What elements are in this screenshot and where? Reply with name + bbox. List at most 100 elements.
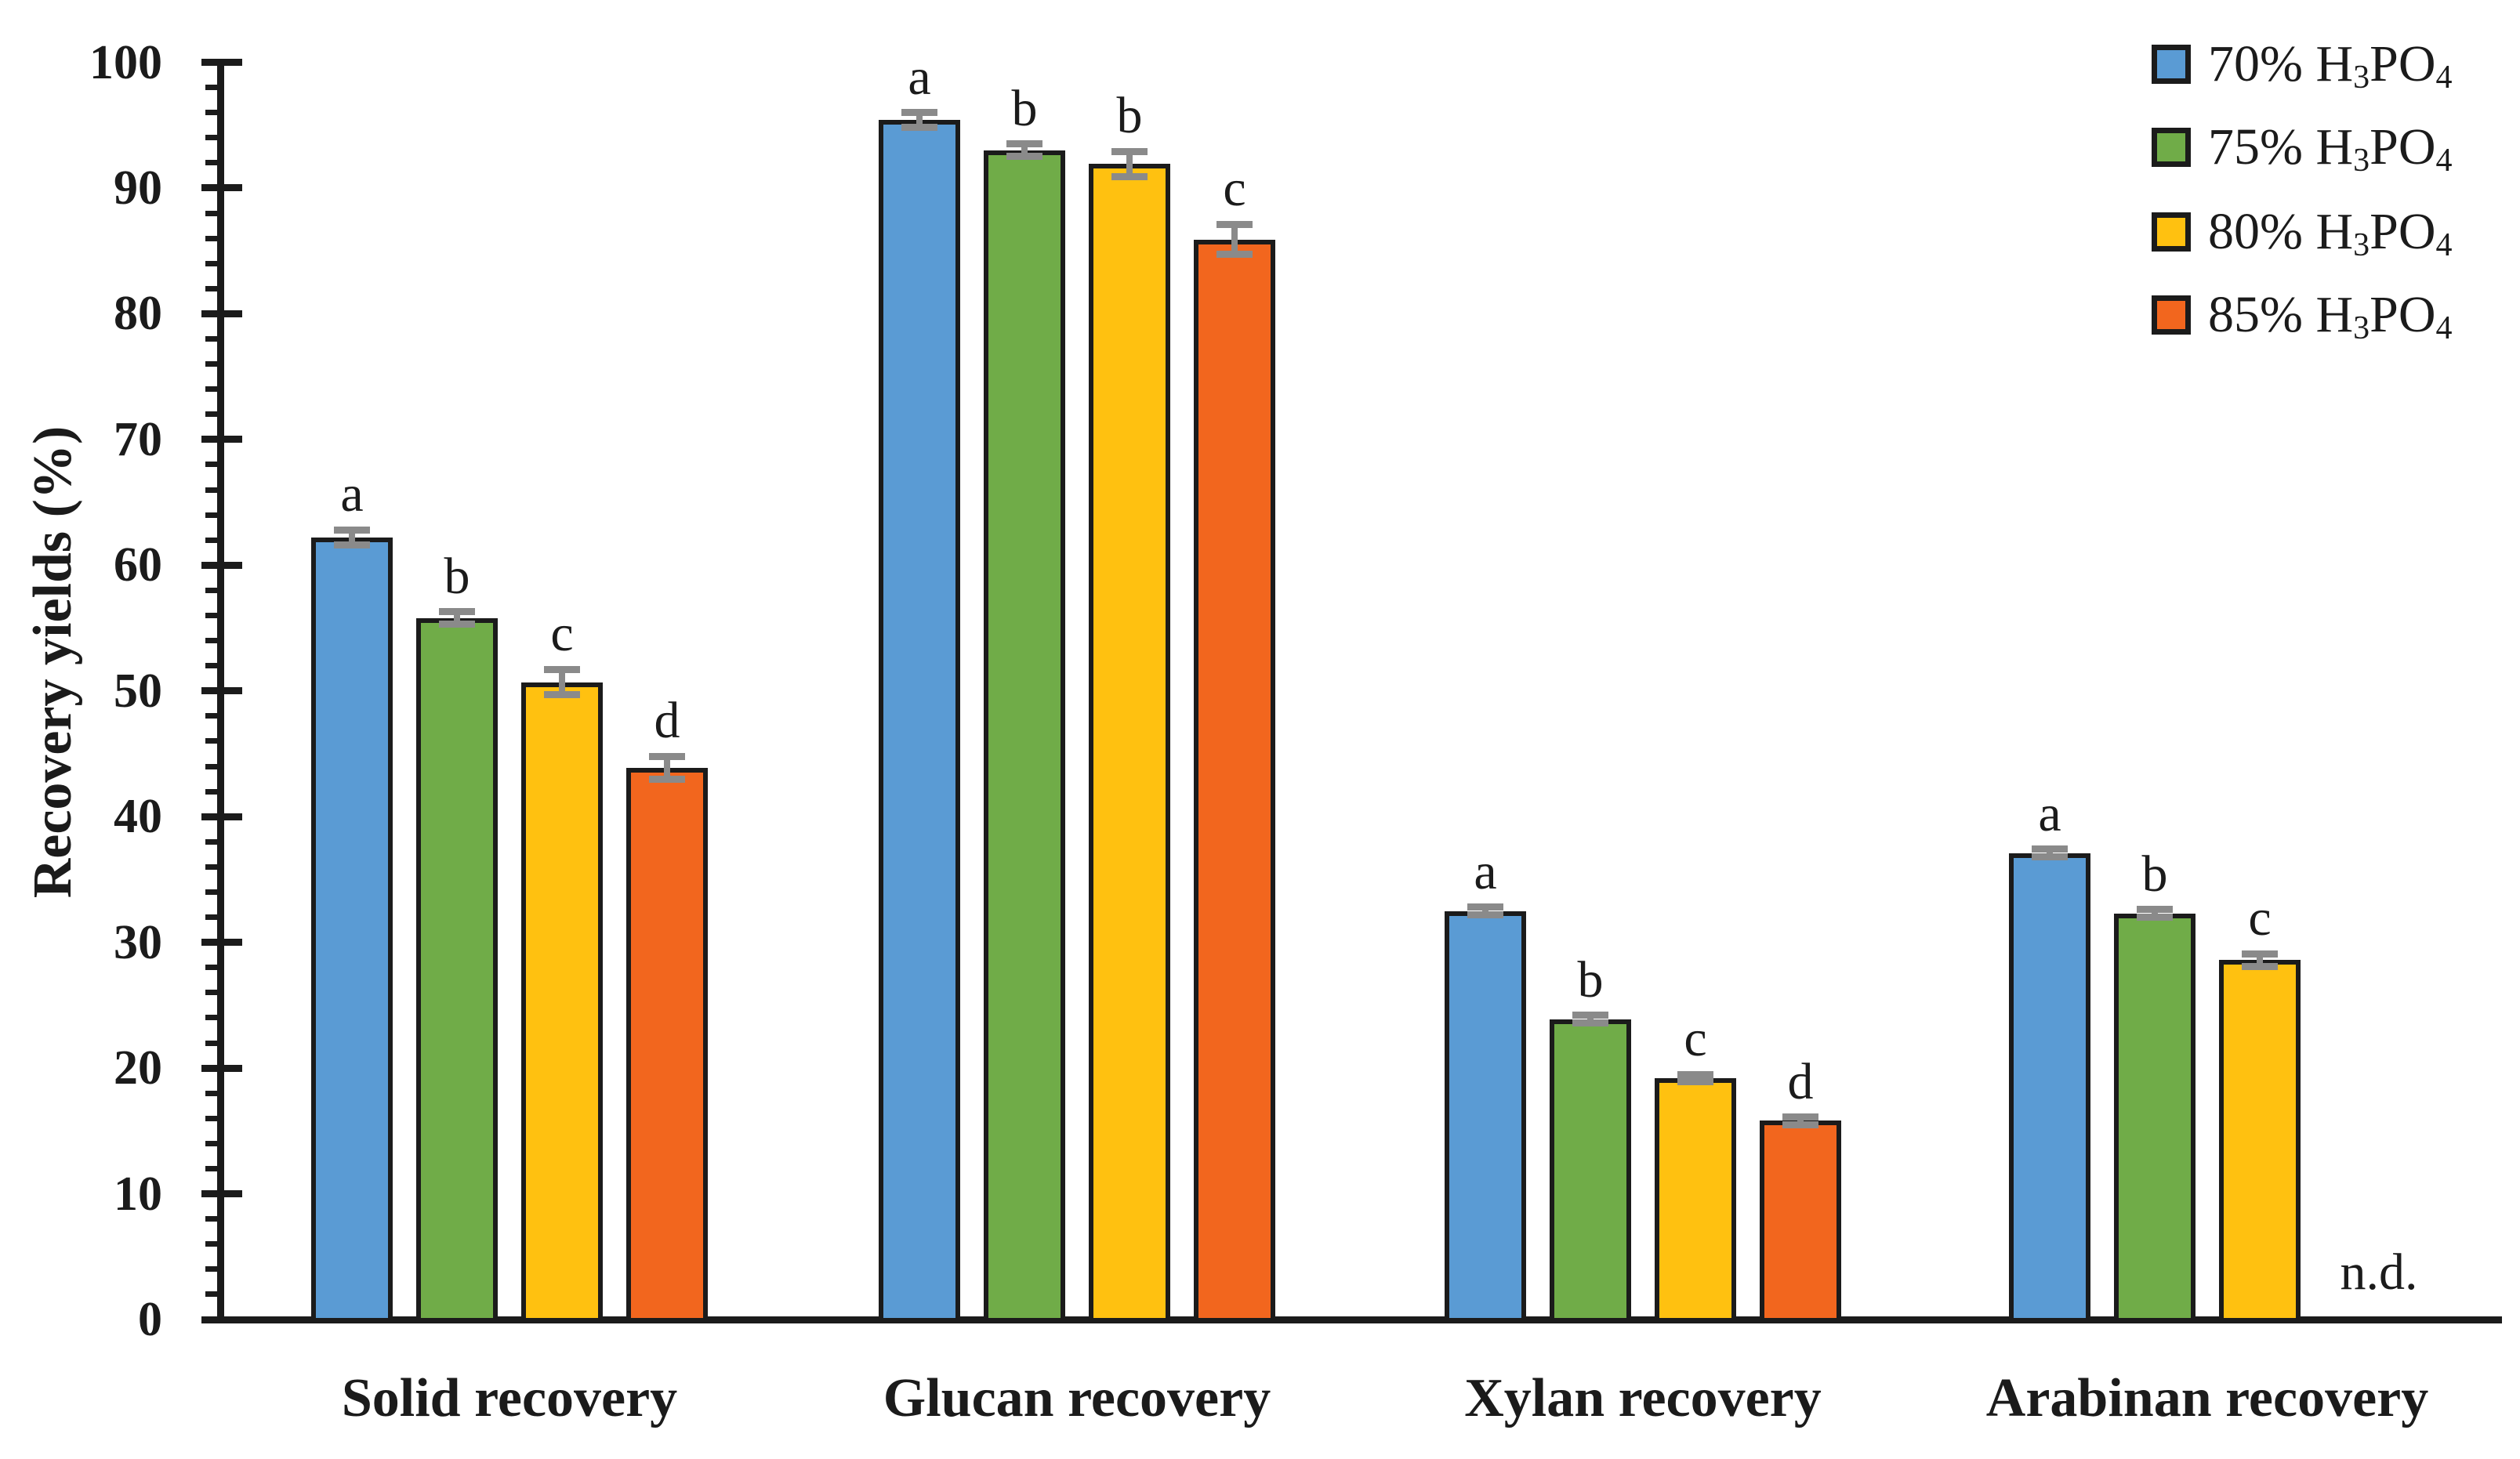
error-bar-cap-top xyxy=(649,752,685,760)
error-bar-cap-bottom xyxy=(1216,251,1253,259)
error-bar-cap-bottom xyxy=(1572,1019,1608,1026)
bar-7034-glucan xyxy=(879,120,960,1323)
error-bar-line xyxy=(1126,151,1133,177)
error-bar-cap-bottom xyxy=(544,691,580,699)
y-major-tick xyxy=(201,939,242,947)
error-bar-cap-top xyxy=(2137,906,2173,914)
significance-letter: c xyxy=(1223,160,1246,218)
y-major-tick xyxy=(201,1064,242,1072)
legend-swatch-icon xyxy=(2152,45,2191,84)
not-detected-label: n.d. xyxy=(2340,1244,2418,1301)
significance-letter: b xyxy=(1011,79,1038,137)
y-minor-tick xyxy=(205,965,220,971)
bar-8034-solid xyxy=(521,682,603,1323)
y-minor-tick xyxy=(205,411,220,418)
error-bar-cap-bottom xyxy=(2137,914,2173,921)
error-bar-cap-top xyxy=(544,665,580,673)
y-minor-tick xyxy=(205,1266,220,1273)
legend-item-75: 75% H3PO4 xyxy=(2152,118,2453,179)
error-bar-cap-bottom xyxy=(901,124,937,132)
y-tick-label: 70 xyxy=(114,412,162,466)
y-minor-tick xyxy=(205,462,220,468)
y-major-tick xyxy=(201,310,242,317)
significance-letter: b xyxy=(1116,87,1143,145)
significance-letter: b xyxy=(444,547,470,605)
y-minor-tick xyxy=(205,1115,220,1121)
y-minor-tick xyxy=(205,160,220,166)
error-bar-line xyxy=(349,530,355,545)
y-minor-tick xyxy=(205,537,220,543)
legend-item-70: 70% H3PO4 xyxy=(2152,35,2453,96)
y-major-tick xyxy=(201,687,242,695)
error-bar-line xyxy=(664,756,670,780)
y-tick-label: 0 xyxy=(138,1293,162,1346)
y-tick-label: 10 xyxy=(114,1167,162,1221)
error-bar-cap-bottom xyxy=(1677,1078,1713,1086)
error-bar-line xyxy=(1692,1074,1699,1082)
y-major-tick xyxy=(201,184,242,192)
y-major-tick xyxy=(201,1190,242,1198)
y-minor-tick xyxy=(205,638,220,644)
y-minor-tick xyxy=(205,838,220,845)
y-minor-tick xyxy=(205,512,220,518)
significance-letter: a xyxy=(1474,842,1497,900)
bar-8534-solid xyxy=(626,767,708,1323)
y-tick-label: 40 xyxy=(114,790,162,844)
error-bar-cap-top xyxy=(1111,147,1148,155)
error-bar-cap-top xyxy=(2032,845,2068,853)
error-bar-cap-bottom xyxy=(1467,911,1503,918)
y-major-tick xyxy=(201,59,242,66)
significance-letter: d xyxy=(654,692,680,750)
error-bar-cap-top xyxy=(1572,1012,1608,1019)
error-bar-cap-bottom xyxy=(439,621,475,628)
bar-8534-xylan xyxy=(1760,1120,1841,1323)
error-bar-cap-top xyxy=(901,109,937,117)
significance-letter: c xyxy=(550,605,574,663)
y-minor-tick xyxy=(205,763,220,769)
error-bar-line xyxy=(2047,849,2053,857)
category-label: Glucan recovery xyxy=(883,1368,1271,1428)
y-tick-label: 90 xyxy=(114,161,162,215)
significance-letter: d xyxy=(1787,1052,1814,1110)
y-minor-tick xyxy=(205,990,220,996)
error-bar-line xyxy=(1231,224,1238,255)
error-bar-line xyxy=(2152,909,2158,918)
bar-7034-arabinan xyxy=(2009,853,2090,1323)
y-minor-tick xyxy=(205,285,220,291)
legend-item-80: 80% H3PO4 xyxy=(2152,203,2453,264)
bar-7534-glucan xyxy=(984,150,1065,1323)
y-minor-tick xyxy=(205,335,220,342)
significance-letter: c xyxy=(2248,889,2272,947)
bar-7534-solid xyxy=(416,617,498,1323)
error-bar-line xyxy=(1021,143,1028,157)
error-bar-line xyxy=(916,112,923,128)
y-minor-tick xyxy=(205,1040,220,1046)
error-bar-cap-bottom xyxy=(1782,1120,1818,1128)
error-bar-cap-top xyxy=(1782,1113,1818,1121)
y-minor-tick xyxy=(205,738,220,744)
y-minor-tick xyxy=(205,663,220,669)
legend-label: 70% H3PO4 xyxy=(2208,35,2453,96)
legend-item-85: 85% H3PO4 xyxy=(2152,289,2453,345)
legend-swatch-icon xyxy=(2152,295,2191,335)
significance-letter: c xyxy=(1684,1010,1707,1068)
y-major-tick xyxy=(201,561,242,569)
significance-letter: a xyxy=(340,465,364,523)
error-bar-cap-top xyxy=(1467,903,1503,911)
legend-label: 75% H3PO4 xyxy=(2208,118,2453,179)
y-minor-tick xyxy=(205,889,220,895)
bar-7034-xylan xyxy=(1445,911,1526,1323)
y-minor-tick xyxy=(205,713,220,719)
y-tick-label: 100 xyxy=(89,35,162,89)
y-major-tick xyxy=(201,436,242,443)
y-major-tick xyxy=(201,1316,242,1323)
y-minor-tick xyxy=(205,361,220,367)
error-bar-cap-bottom xyxy=(649,775,685,783)
y-minor-tick xyxy=(205,210,220,216)
error-bar-cap-top xyxy=(2242,950,2278,958)
category-label: Arabinan recovery xyxy=(1985,1368,2429,1428)
error-bar-cap-bottom xyxy=(1111,173,1148,180)
y-tick-label: 50 xyxy=(114,664,162,718)
legend-label: 80% H3PO4 xyxy=(2208,203,2453,264)
